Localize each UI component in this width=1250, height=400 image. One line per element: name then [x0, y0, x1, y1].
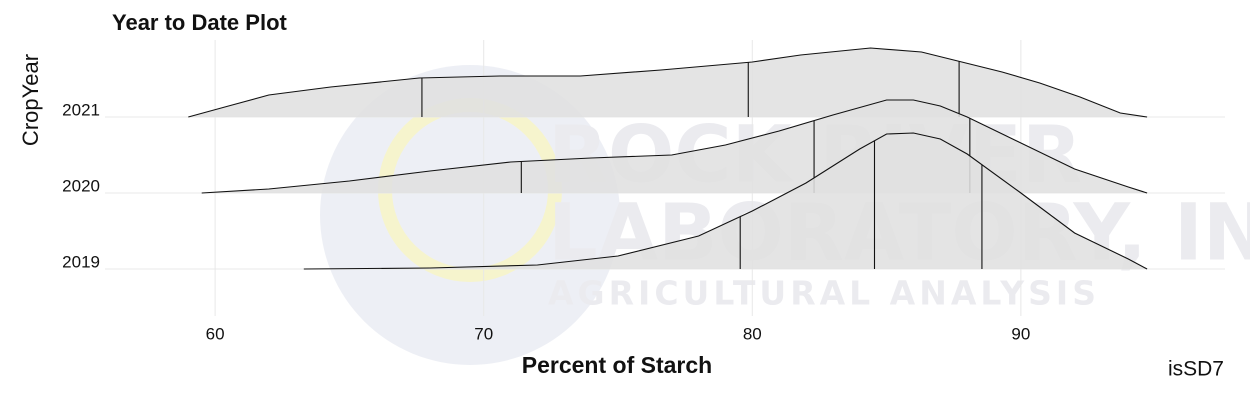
y-tick-label: 2021: [62, 100, 100, 119]
x-tick-label: 90: [1011, 324, 1030, 343]
x-tick-label: 60: [206, 324, 225, 343]
y-axis-label: CropYear: [18, 54, 43, 146]
watermark-text: AGRICULTURAL ANALYSIS: [548, 274, 1100, 313]
x-tick-label: 70: [474, 324, 493, 343]
density-line: [201, 99, 1148, 194]
ridge: [303, 132, 1148, 270]
caption: isSD7: [1168, 358, 1224, 381]
chart-title: Year to Date Plot: [112, 10, 288, 35]
density-line: [188, 47, 1148, 118]
x-axis-label: Percent of Starch: [522, 352, 712, 378]
density-line: [303, 132, 1148, 270]
ridge-fill: [303, 133, 1148, 269]
y-tick-label: 2019: [62, 252, 100, 271]
ridge-fill: [188, 48, 1148, 117]
y-tick-label: 2020: [62, 176, 100, 195]
x-tick-label: 80: [743, 324, 762, 343]
ridge: [188, 47, 1148, 118]
ridges: [188, 47, 1148, 270]
